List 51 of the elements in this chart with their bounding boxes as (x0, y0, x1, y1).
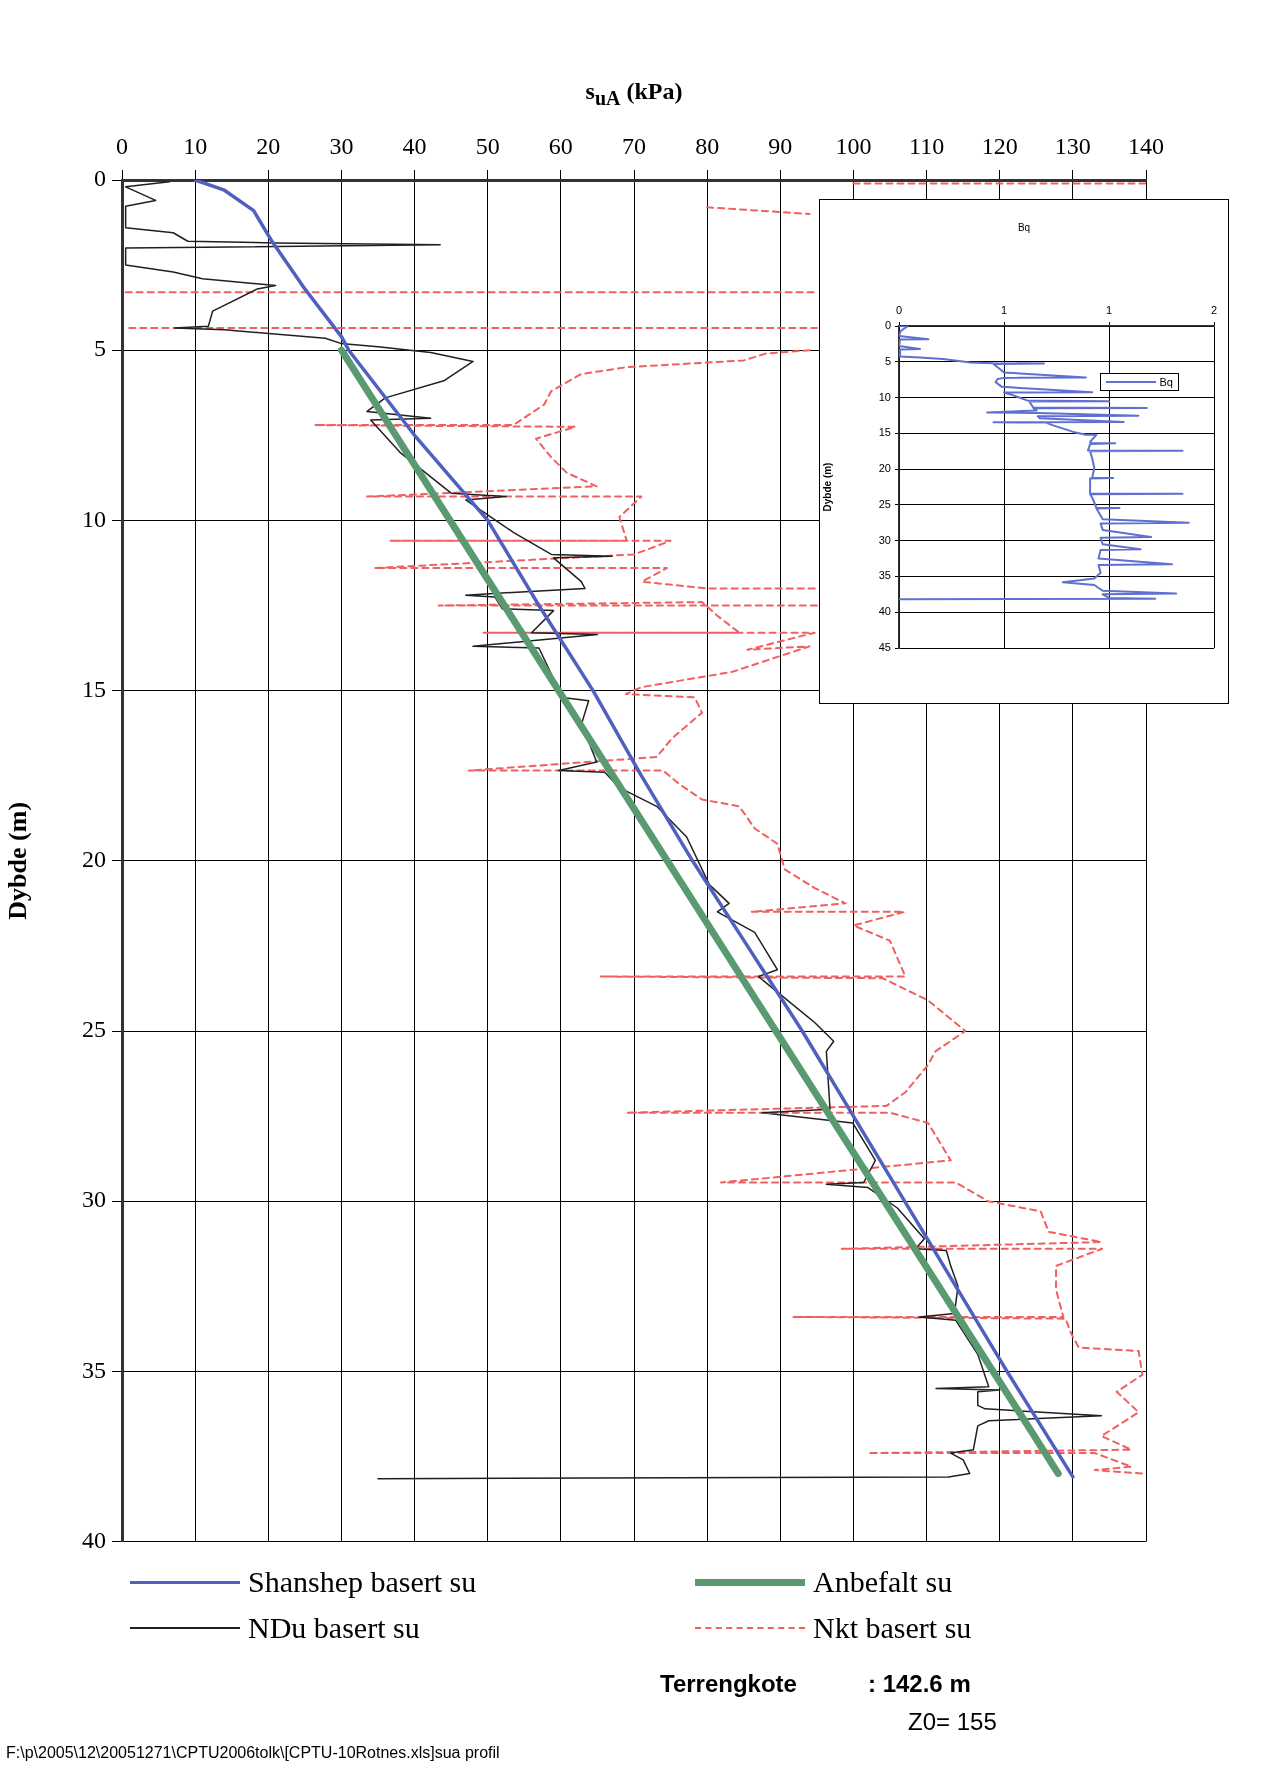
legend-label: Bq (1159, 376, 1173, 388)
legend-label: NDu basert su (248, 1611, 420, 1645)
y-tick-label: 20 (82, 846, 106, 873)
y-tick-label: 35 (82, 1356, 106, 1383)
y-axis-title: Dybde (m) (3, 801, 33, 920)
y-tick-label: 5 (94, 335, 106, 362)
text: : 142.6 m (868, 1670, 971, 1698)
y-tick-label: 35 (878, 569, 891, 582)
y-tick-label: 0 (94, 165, 106, 192)
x-tick-label: 1 (1000, 304, 1008, 317)
x-tick-label: 100 (835, 132, 872, 159)
x-tick-label: 80 (695, 132, 720, 159)
x-tick-label: 0 (895, 304, 903, 317)
text: Terrengkote (660, 1670, 797, 1698)
y-tick-label: 10 (82, 505, 106, 532)
x-tick-label: 120 (981, 132, 1018, 159)
y-axis-title: Dybde (m) (821, 462, 833, 512)
legend-label: Nkt basert su (813, 1611, 972, 1645)
y-tick-label: 45 (878, 641, 891, 654)
x-tick-label: 90 (768, 132, 793, 159)
x-tick-label: 50 (475, 132, 500, 159)
x-tick-label: 110 (909, 132, 945, 159)
y-tick-label: 0 (884, 319, 891, 332)
y-tick-label: 40 (878, 605, 891, 618)
y-tick-label: 5 (884, 354, 891, 367)
y-tick-label: 25 (878, 497, 891, 510)
y-tick-label: 25 (82, 1016, 106, 1043)
text: F:\p\2005\12\20051271\CPTU2006tolk\[CPTU-10Rotnes.xls]sua profil (6, 1744, 500, 1762)
x-tick-label: 0 (116, 132, 128, 159)
y-tick-label: 30 (878, 533, 891, 546)
x-tick-label: 60 (548, 132, 573, 159)
x-tick-label: 10 (183, 132, 208, 159)
x-tick-label: 40 (402, 132, 427, 159)
y-tick-label: 10 (878, 390, 891, 403)
y-tick-label: 15 (878, 426, 891, 439)
x-tick-label: 130 (1054, 132, 1091, 159)
y-tick-label: 30 (82, 1186, 106, 1213)
legend-label: Anbefalt su (813, 1565, 953, 1599)
x-axis-title: s$_{uA}$ (kPa) (584, 78, 684, 110)
text: Z0= 155 (908, 1708, 997, 1736)
x-tick-label: 30 (329, 132, 354, 159)
x-tick-label: 2 (1210, 304, 1218, 317)
x-tick-label: 140 (1128, 132, 1164, 159)
legend-label: Shanshep basert su (248, 1565, 477, 1599)
y-tick-label: 40 (82, 1526, 106, 1553)
x-tick-label: 70 (622, 132, 646, 159)
chart-title: Bq (1016, 222, 1032, 233)
x-tick-label: 20 (256, 132, 281, 159)
y-tick-label: 20 (878, 462, 891, 475)
y-tick-label: 15 (82, 675, 106, 702)
x-tick-label: 1 (1105, 304, 1113, 317)
